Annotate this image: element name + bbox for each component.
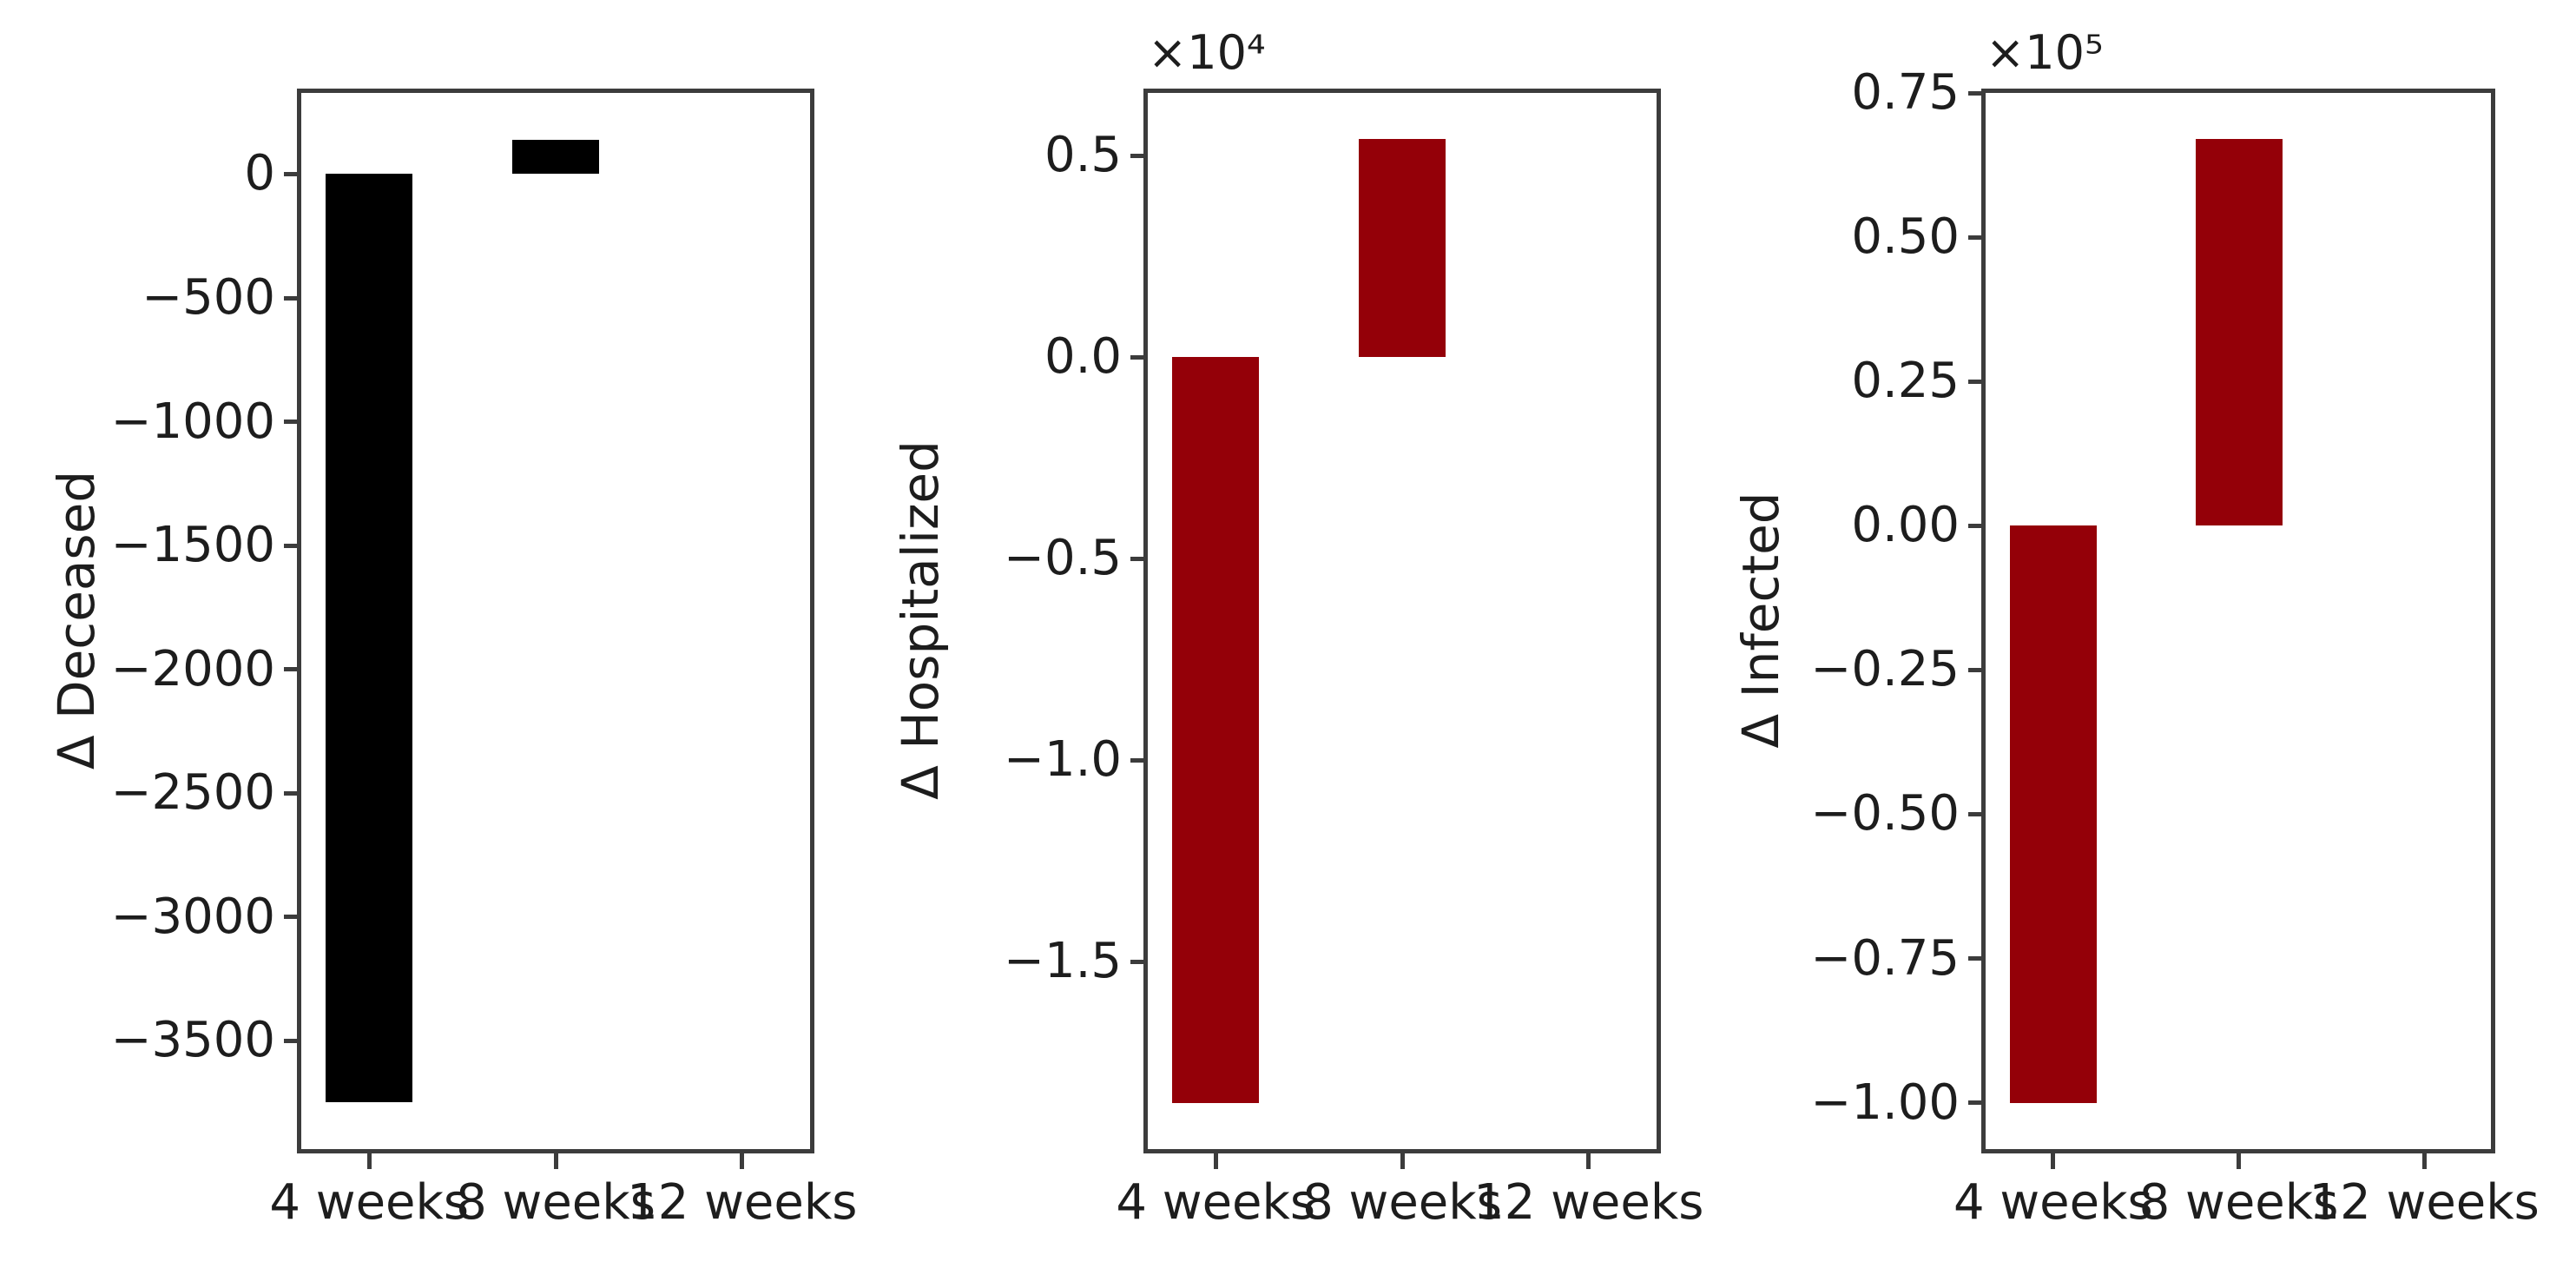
- y-tick-label: −3000: [110, 888, 275, 945]
- y-tick-label: −1500: [110, 517, 275, 574]
- x-tick: [740, 1153, 745, 1169]
- y-tick: [284, 420, 300, 425]
- x-tick-label: 12 weeks: [1473, 1174, 1704, 1231]
- x-tick: [1213, 1153, 1218, 1169]
- y-tick-label: −1.00: [1810, 1074, 1960, 1131]
- y-tick: [284, 667, 300, 672]
- y-tick-label: 0.50: [1851, 208, 1960, 266]
- x-tick-label: 4 weeks: [1116, 1174, 1316, 1231]
- x-tick: [553, 1153, 558, 1169]
- bar: [2195, 139, 2283, 526]
- y-tick-label: −0.25: [1810, 641, 1960, 698]
- y-tick-label: −1000: [110, 393, 275, 450]
- y-tick: [284, 915, 300, 920]
- y-tick: [1968, 667, 1984, 672]
- x-tick-label: 8 weeks: [2138, 1174, 2339, 1231]
- x-tick: [1400, 1153, 1405, 1169]
- x-tick-label: 4 weeks: [269, 1174, 470, 1231]
- bar: [1359, 139, 1446, 358]
- y-tick: [284, 171, 300, 176]
- y-tick: [1130, 959, 1146, 964]
- x-tick: [2051, 1153, 2056, 1169]
- y-tick: [284, 1038, 300, 1043]
- y-tick: [1130, 354, 1146, 360]
- y-tick: [1968, 1100, 1984, 1106]
- x-tick: [1586, 1153, 1591, 1169]
- x-tick: [2237, 1153, 2241, 1169]
- y-tick: [284, 790, 300, 796]
- x-tick: [2421, 1153, 2427, 1169]
- y-tick-label: −1.0: [1004, 731, 1122, 789]
- y-tick-label: 0: [244, 145, 275, 202]
- y-tick: [1968, 523, 1984, 528]
- y-tick: [1130, 556, 1146, 561]
- y-tick-label: 0.0: [1044, 328, 1122, 386]
- y-tick-label: 0.25: [1851, 353, 1960, 410]
- y-tick-label: 0.5: [1044, 127, 1122, 184]
- x-tick-label: 8 weeks: [456, 1174, 656, 1231]
- y-tick: [1130, 153, 1146, 158]
- bar: [2009, 525, 2097, 1103]
- y-tick-label: −1.5: [1004, 933, 1122, 990]
- bar: [326, 174, 413, 1103]
- y-axis-scale-offset-hospitalized: ×10⁴: [1148, 25, 1266, 80]
- y-tick: [1968, 90, 1984, 96]
- y-tick: [1968, 811, 1984, 816]
- x-tick-label: 12 weeks: [2309, 1174, 2540, 1231]
- x-tick-label: 8 weeks: [1302, 1174, 1502, 1231]
- x-tick: [366, 1153, 372, 1169]
- x-tick-label: 4 weeks: [1953, 1174, 2153, 1231]
- bar: [1172, 357, 1260, 1103]
- y-tick-label: −2500: [110, 764, 275, 822]
- y-axis-scale-offset-infected: ×10⁵: [1986, 25, 2104, 80]
- y-tick-label: −2000: [110, 640, 275, 697]
- y-tick: [1968, 379, 1984, 384]
- y-tick-label: −0.75: [1810, 929, 1960, 987]
- y-tick: [284, 295, 300, 301]
- y-tick: [1968, 956, 1984, 961]
- y-tick-label: 0.00: [1851, 497, 1960, 554]
- x-tick-label: 12 weeks: [627, 1174, 858, 1231]
- y-tick-label: −500: [142, 269, 275, 326]
- y-tick-label: 0.75: [1851, 64, 1960, 122]
- bar: [512, 139, 599, 175]
- y-tick: [284, 543, 300, 548]
- y-tick: [1968, 235, 1984, 240]
- y-axis-label-deceased: Δ Deceased: [47, 470, 106, 770]
- y-tick-label: −3500: [110, 1012, 275, 1069]
- y-tick-label: −0.5: [1004, 530, 1122, 587]
- y-tick: [1130, 757, 1146, 763]
- y-tick-label: −0.50: [1810, 785, 1960, 842]
